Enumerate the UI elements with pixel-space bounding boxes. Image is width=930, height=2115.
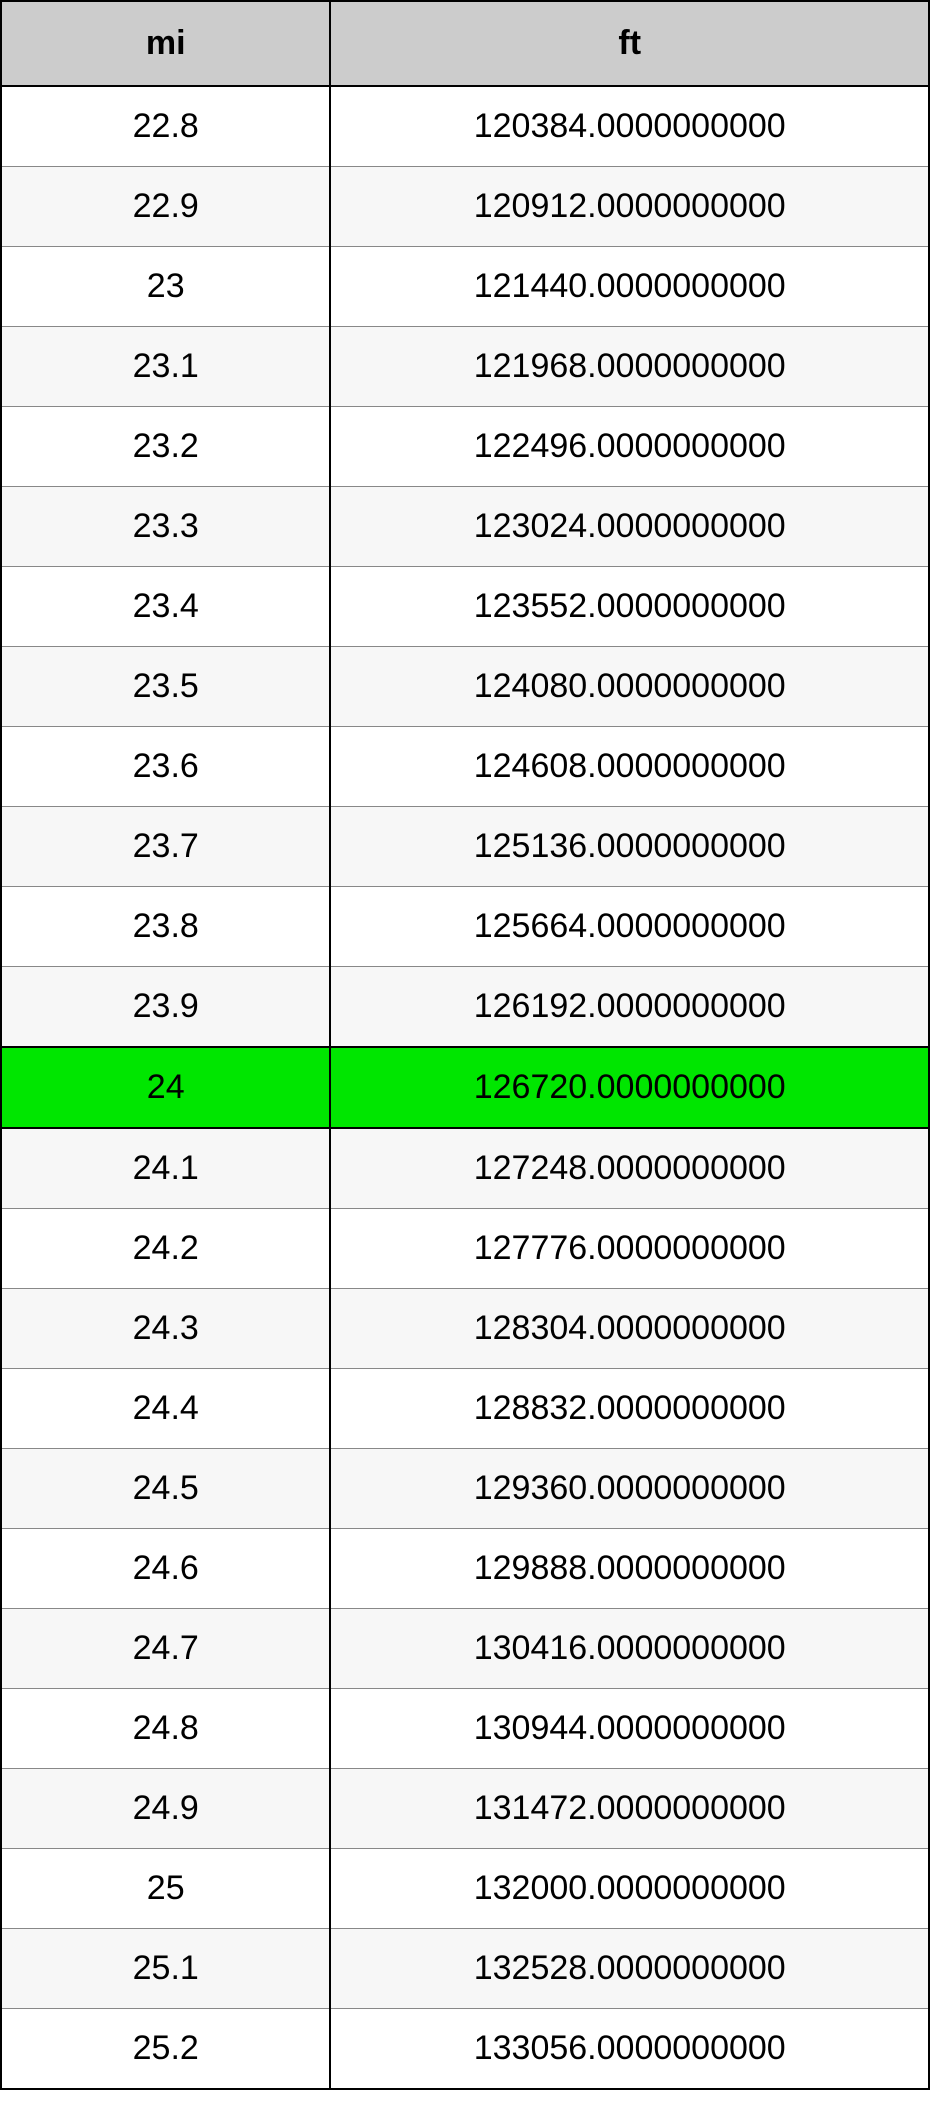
- table-row: 23.4123552.0000000000: [1, 567, 929, 647]
- cell-ft: 126720.0000000000: [330, 1047, 929, 1128]
- cell-ft: 132528.0000000000: [330, 1929, 929, 2009]
- cell-mi: 22.9: [1, 167, 330, 247]
- table-row: 23.3123024.0000000000: [1, 487, 929, 567]
- table-row: 22.9120912.0000000000: [1, 167, 929, 247]
- table-row: 24.6129888.0000000000: [1, 1529, 929, 1609]
- cell-mi: 23.1: [1, 327, 330, 407]
- table-row: 23.5124080.0000000000: [1, 647, 929, 727]
- cell-mi: 23.2: [1, 407, 330, 487]
- conversion-table: mi ft 22.8120384.000000000022.9120912.00…: [0, 0, 930, 2090]
- cell-mi: 25.2: [1, 2009, 330, 2090]
- table-row: 24126720.0000000000: [1, 1047, 929, 1128]
- cell-ft: 120912.0000000000: [330, 167, 929, 247]
- cell-mi: 24.7: [1, 1609, 330, 1689]
- cell-ft: 120384.0000000000: [330, 86, 929, 167]
- table-row: 24.2127776.0000000000: [1, 1209, 929, 1289]
- cell-mi: 23.5: [1, 647, 330, 727]
- cell-mi: 23: [1, 247, 330, 327]
- cell-mi: 23.3: [1, 487, 330, 567]
- cell-mi: 22.8: [1, 86, 330, 167]
- cell-ft: 127248.0000000000: [330, 1128, 929, 1209]
- column-header-ft: ft: [330, 1, 929, 86]
- table-row: 25.1132528.0000000000: [1, 1929, 929, 2009]
- cell-mi: 24.2: [1, 1209, 330, 1289]
- table-row: 24.4128832.0000000000: [1, 1369, 929, 1449]
- cell-ft: 128304.0000000000: [330, 1289, 929, 1369]
- table-row: 23.8125664.0000000000: [1, 887, 929, 967]
- cell-mi: 24: [1, 1047, 330, 1128]
- table-row: 23.6124608.0000000000: [1, 727, 929, 807]
- cell-ft: 121440.0000000000: [330, 247, 929, 327]
- table-row: 24.7130416.0000000000: [1, 1609, 929, 1689]
- cell-ft: 132000.0000000000: [330, 1849, 929, 1929]
- cell-mi: 25.1: [1, 1929, 330, 2009]
- cell-mi: 23.9: [1, 967, 330, 1048]
- cell-mi: 23.7: [1, 807, 330, 887]
- table-row: 22.8120384.0000000000: [1, 86, 929, 167]
- table-row: 24.1127248.0000000000: [1, 1128, 929, 1209]
- table-row: 25.2133056.0000000000: [1, 2009, 929, 2090]
- table-head: mi ft: [1, 1, 929, 86]
- cell-ft: 121968.0000000000: [330, 327, 929, 407]
- cell-ft: 129888.0000000000: [330, 1529, 929, 1609]
- cell-mi: 23.8: [1, 887, 330, 967]
- table-body: 22.8120384.000000000022.9120912.00000000…: [1, 86, 929, 2089]
- cell-mi: 24.5: [1, 1449, 330, 1529]
- cell-ft: 133056.0000000000: [330, 2009, 929, 2090]
- cell-mi: 24.4: [1, 1369, 330, 1449]
- table-row: 24.8130944.0000000000: [1, 1689, 929, 1769]
- table-header-row: mi ft: [1, 1, 929, 86]
- cell-ft: 130416.0000000000: [330, 1609, 929, 1689]
- table-row: 24.9131472.0000000000: [1, 1769, 929, 1849]
- table-row: 23.2122496.0000000000: [1, 407, 929, 487]
- table-row: 25132000.0000000000: [1, 1849, 929, 1929]
- cell-mi: 24.1: [1, 1128, 330, 1209]
- table-row: 23121440.0000000000: [1, 247, 929, 327]
- cell-ft: 125664.0000000000: [330, 887, 929, 967]
- cell-mi: 24.9: [1, 1769, 330, 1849]
- cell-ft: 123552.0000000000: [330, 567, 929, 647]
- cell-mi: 23.4: [1, 567, 330, 647]
- cell-ft: 124080.0000000000: [330, 647, 929, 727]
- cell-ft: 124608.0000000000: [330, 727, 929, 807]
- cell-ft: 129360.0000000000: [330, 1449, 929, 1529]
- cell-ft: 127776.0000000000: [330, 1209, 929, 1289]
- conversion-table-container: mi ft 22.8120384.000000000022.9120912.00…: [0, 0, 930, 2090]
- column-header-mi: mi: [1, 1, 330, 86]
- cell-ft: 130944.0000000000: [330, 1689, 929, 1769]
- table-row: 24.3128304.0000000000: [1, 1289, 929, 1369]
- cell-mi: 24.6: [1, 1529, 330, 1609]
- cell-ft: 123024.0000000000: [330, 487, 929, 567]
- cell-ft: 122496.0000000000: [330, 407, 929, 487]
- cell-mi: 23.6: [1, 727, 330, 807]
- cell-ft: 126192.0000000000: [330, 967, 929, 1048]
- table-row: 24.5129360.0000000000: [1, 1449, 929, 1529]
- cell-ft: 131472.0000000000: [330, 1769, 929, 1849]
- table-row: 23.1121968.0000000000: [1, 327, 929, 407]
- cell-mi: 25: [1, 1849, 330, 1929]
- cell-ft: 125136.0000000000: [330, 807, 929, 887]
- table-row: 23.7125136.0000000000: [1, 807, 929, 887]
- table-row: 23.9126192.0000000000: [1, 967, 929, 1048]
- cell-ft: 128832.0000000000: [330, 1369, 929, 1449]
- cell-mi: 24.3: [1, 1289, 330, 1369]
- cell-mi: 24.8: [1, 1689, 330, 1769]
